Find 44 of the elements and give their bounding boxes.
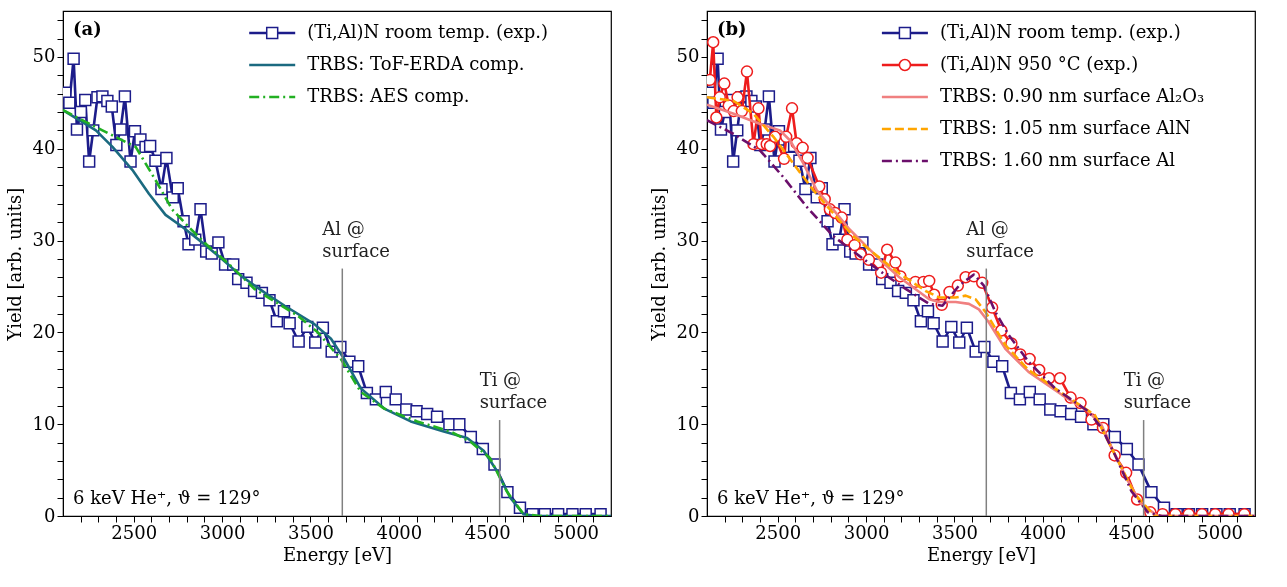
y-tick-label: 30 — [676, 229, 700, 251]
x-tick-label: 3000 — [843, 521, 890, 543]
legend-label: (Ti,Al)N room temp. (exp.) — [939, 21, 1181, 42]
y-axis-title: Yield [arb. units] — [3, 187, 25, 342]
y-tick-label: 20 — [32, 320, 56, 342]
y-tick-label: 10 — [32, 412, 56, 434]
x-tick-label: 2500 — [755, 521, 802, 543]
annotation: 6 keV He⁺, ϑ = 129° — [717, 487, 905, 508]
legend-label: TRBS: AES comp. — [307, 85, 470, 106]
y-tick-label: 0 — [44, 504, 56, 526]
y-tick-label: 40 — [676, 137, 700, 159]
annotation: 6 keV He⁺, ϑ = 129° — [73, 487, 261, 508]
x-tick-label: 3500 — [932, 521, 978, 543]
y-tick-label: 50 — [32, 45, 56, 67]
legend-label: TRBS: ToF-ERDA comp. — [307, 53, 525, 74]
x-tick-label: 2500 — [111, 521, 158, 543]
legend-label: (Ti,Al)N 950 °C (exp.) — [939, 53, 1139, 74]
annotation: (a) — [73, 18, 102, 39]
y-tick-label: 30 — [32, 229, 56, 251]
legend-label: TRBS: 0.90 nm surface Al₂O₃ — [939, 85, 1205, 106]
y-tick-label: 0 — [688, 504, 700, 526]
y-tick-label: 20 — [676, 320, 700, 342]
x-tick-label: 5000 — [553, 521, 600, 543]
ref-line-label: Ti @ surface — [479, 369, 548, 413]
ref-line-label: Al @ surface — [321, 217, 390, 261]
x-tick-label: 5000 — [1197, 521, 1244, 543]
y-axis-title: Yield [arb. units] — [647, 187, 669, 342]
x-tick-label: 4500 — [1108, 521, 1155, 543]
x-axis-title: Energy [eV] — [926, 543, 1037, 565]
x-tick-label: 4000 — [1020, 521, 1067, 543]
legend-label: (Ti,Al)N room temp. (exp.) — [307, 21, 549, 42]
ref-line-label: Al @ surface — [965, 217, 1034, 261]
y-tick-label: 50 — [676, 45, 700, 67]
legend-label: TRBS: 1.05 nm surface AlN — [939, 117, 1191, 138]
annotation: (b) — [717, 18, 747, 39]
x-tick-label: 3500 — [288, 521, 334, 543]
y-tick-label: 40 — [32, 137, 56, 159]
ref-line-label: Ti @ surface — [1123, 369, 1192, 413]
x-tick-label: 4000 — [376, 521, 423, 543]
legend-label: TRBS: 1.60 nm surface Al — [939, 149, 1176, 170]
x-tick-label: 3000 — [199, 521, 246, 543]
x-tick-label: 4500 — [464, 521, 511, 543]
y-tick-label: 10 — [676, 412, 700, 434]
x-axis-title: Energy [eV] — [282, 543, 393, 565]
